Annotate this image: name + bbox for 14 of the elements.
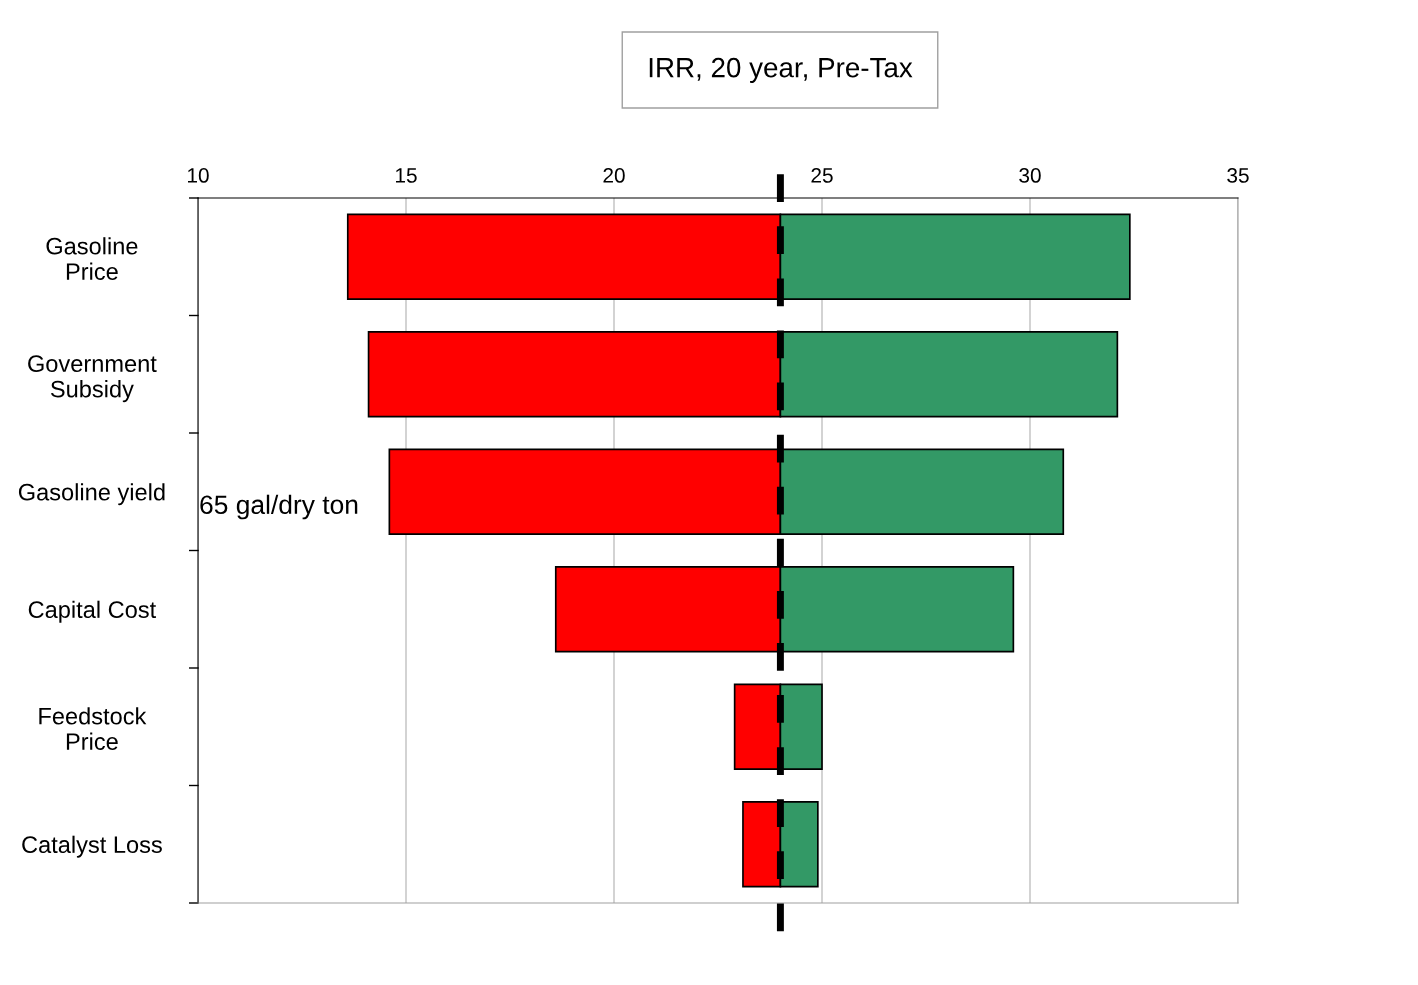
- y-tick-label: Government Subsidy: [28, 355, 157, 403]
- y-tick-label: Gasoline Price: [46, 237, 138, 280]
- x-tick-label: 20: [603, 168, 625, 183]
- x-tick-label: 15: [396, 168, 417, 183]
- x-tick-label: 25: [811, 168, 833, 183]
- chart-title: IRR, 20 year, Pre-Tax: [649, 57, 913, 83]
- x-tick-label: 35: [1227, 168, 1249, 183]
- annotation: 65 gal/dry ton: [200, 494, 358, 520]
- x-tick-label: 10: [188, 168, 209, 183]
- y-tick-label: Capital Cost: [28, 600, 157, 623]
- y-tick-label: Catalyst Loss: [22, 835, 162, 858]
- x-tick-label: 30: [1019, 168, 1041, 183]
- y-tick-label: Gasoline yield: [18, 483, 165, 506]
- y-tick-label: Feedstock Price: [39, 707, 147, 750]
